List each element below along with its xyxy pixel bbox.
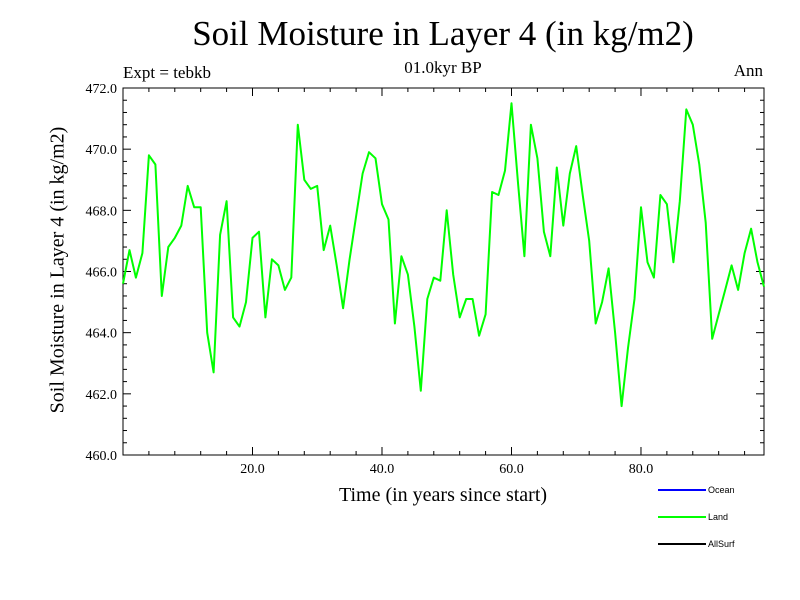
y-tick-label: 468.0: [86, 204, 118, 219]
y-tick-label: 472.0: [86, 82, 118, 97]
y-tick-label: 462.0: [86, 388, 118, 403]
y-tick-label: 466.0: [86, 266, 118, 281]
chart-title: Soil Moisture in Layer 4 (in kg/m2): [192, 14, 694, 53]
y-tick-label: 464.0: [86, 327, 118, 342]
season-label: Ann: [733, 61, 763, 80]
x-tick-label: 60.0: [499, 462, 524, 477]
x-tick-label: 80.0: [629, 462, 654, 477]
series-line-land: [122, 102, 765, 408]
y-tick-label: 460.0: [86, 449, 118, 464]
axis-ticks: [123, 87, 764, 456]
legend: Ocean Land AllSurf: [658, 485, 735, 549]
y-tick-label: 470.0: [86, 143, 118, 158]
x-tick-label: 20.0: [240, 462, 265, 477]
tick-labels: 20.0 40.0 60.0 80.0 460.0 462.0 464.0 466.0 468.…: [86, 82, 654, 477]
x-axis-label: Time (in years since start): [338, 484, 548, 506]
legend-label-land: Land: [708, 512, 728, 522]
chart-subtitle: 01.0kyr BP: [404, 58, 482, 77]
legend-label-ocean: Ocean: [708, 485, 735, 495]
x-tick-label: 40.0: [370, 462, 395, 477]
series-layer: [122, 102, 765, 408]
experiment-label: Expt = tebkb: [123, 63, 211, 82]
legend-label-allsurf: AllSurf: [708, 539, 735, 549]
